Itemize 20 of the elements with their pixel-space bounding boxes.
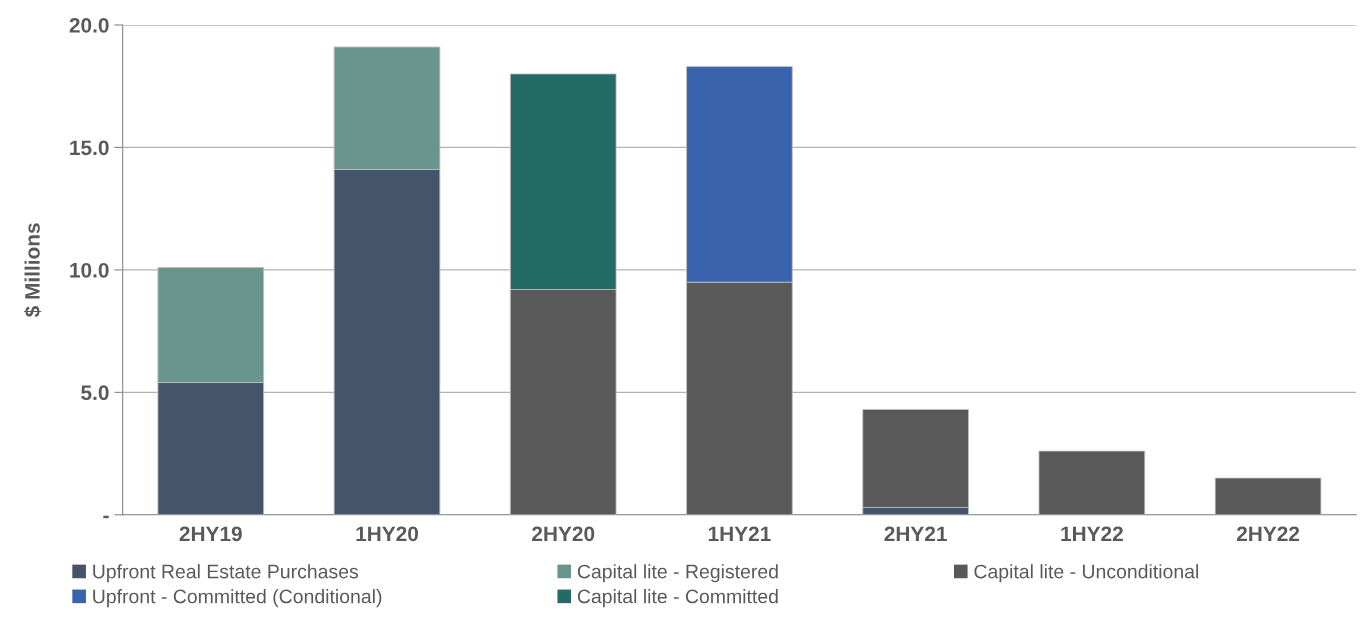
- y-axis-title: $ Millions: [24, 223, 42, 318]
- x-tick-label: 1HY20: [356, 526, 418, 542]
- y-tick-label: 5.0: [81, 385, 109, 401]
- bar: [1038, 450, 1146, 515]
- x-tick-label: 2HY20: [532, 526, 595, 542]
- y-tick-label: -: [103, 515, 109, 519]
- x-tick-label: 1HY22: [1061, 526, 1123, 542]
- legend-label: Capital lite - Unconditional: [974, 564, 1199, 583]
- y-tick-label: 10.0: [70, 262, 109, 278]
- legend-label: Upfront - Committed (Conditional): [93, 589, 382, 608]
- y-tick-label: 15.0: [70, 140, 109, 156]
- x-tick-label: 2HY21: [884, 526, 947, 542]
- legend-label: Capital lite - Committed: [577, 589, 778, 608]
- legend-label: Capital lite - Registered: [577, 564, 778, 583]
- x-tick-label: 2HY22: [1236, 526, 1300, 542]
- x-tick-label: 2HY19: [179, 526, 242, 542]
- x-tick-label: 1HY21: [708, 526, 771, 542]
- y-tick-label: 20.0: [69, 17, 109, 33]
- legend-label: Upfront Real Estate Purchases: [93, 564, 359, 583]
- bar: [1214, 477, 1322, 515]
